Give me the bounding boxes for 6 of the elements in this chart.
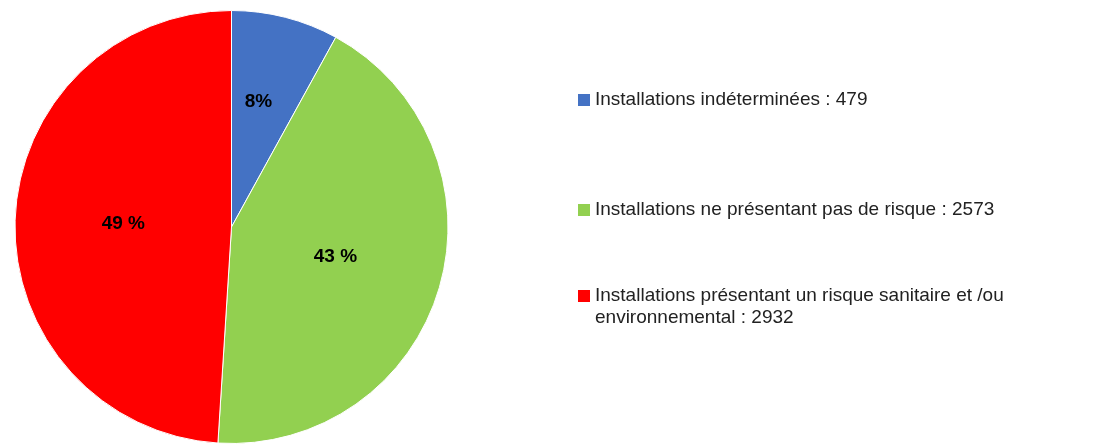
- data-label: 8%: [244, 90, 273, 112]
- legend-label: Installations ne présentant pas de risque : 2573: [595, 198, 995, 220]
- legend-label: Installations présentant un risque sanitaire et /ou environnemental : 2932: [595, 284, 1005, 328]
- legend-label: Installations indéterminées : 479: [595, 88, 868, 110]
- data-label: 43 %: [313, 245, 358, 267]
- data-label: 49 %: [101, 211, 146, 233]
